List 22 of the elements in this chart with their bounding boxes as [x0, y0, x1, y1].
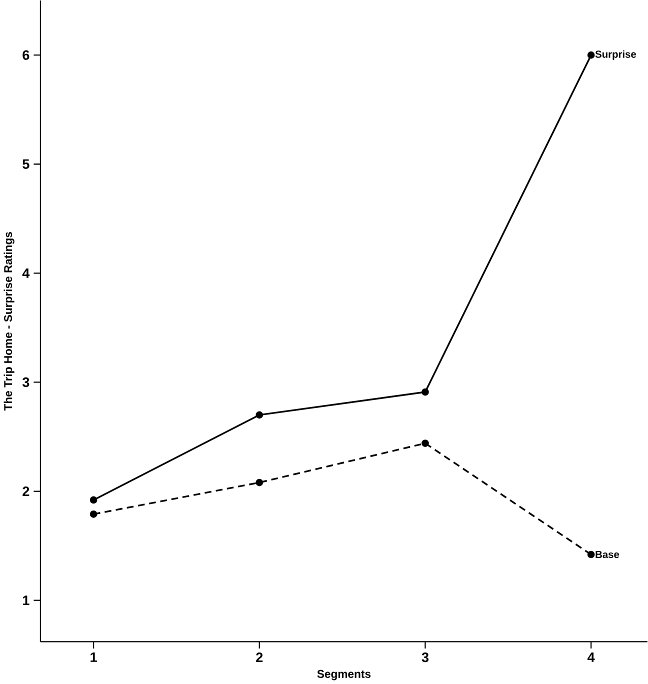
y-tick-label: 2	[22, 486, 30, 496]
point	[256, 411, 264, 419]
x-axis-title: Segments	[317, 670, 371, 680]
series-label: Base	[596, 550, 620, 558]
point	[422, 440, 429, 447]
point	[422, 388, 429, 396]
y-tick-label: 3	[22, 377, 30, 388]
y-tick-label: 1	[22, 596, 30, 605]
y-axis-title: The Trip Home - Surprise Ratings	[4, 232, 14, 411]
x-tick-label: 3	[422, 652, 429, 662]
point	[90, 496, 98, 504]
point	[256, 478, 264, 486]
x-tick-label: 1	[90, 652, 97, 662]
point	[90, 510, 98, 518]
x-tick-label: 2	[256, 652, 263, 662]
point	[587, 51, 595, 59]
point	[587, 550, 595, 558]
y-tick-label: 6	[22, 50, 30, 60]
series-label: Surprise	[595, 50, 636, 60]
y-tick-label: 5	[22, 159, 30, 169]
y-tick-label: 4	[22, 268, 30, 278]
x-tick-label: 4	[588, 652, 595, 662]
